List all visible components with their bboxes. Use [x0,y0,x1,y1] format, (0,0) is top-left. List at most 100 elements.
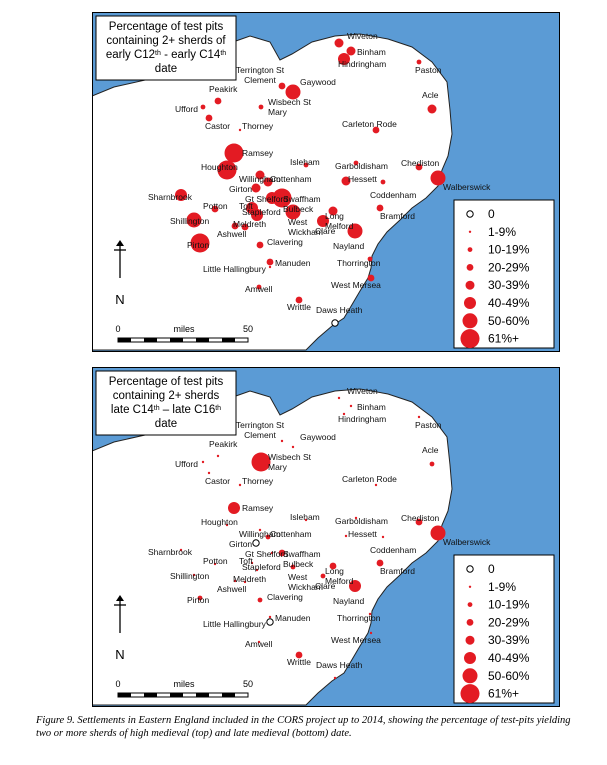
site-marker-toft [250,561,254,565]
legend-swatch [466,264,474,271]
site-label-binham: Binham [357,47,386,57]
site-label-west-wickham: West Wickham [288,572,323,592]
site-label-wisbech-st-mary: Wisbech St Mary [268,97,312,117]
site-label-garboldisham: Garboldisham [335,161,388,171]
site-label-clavering: Clavering [267,592,303,602]
site-label-thorrington: Thorrington [337,613,381,623]
site-label-thorney: Thorney [242,121,274,131]
site-label-carleton-rode: Carleton Rode [342,474,397,484]
site-label-chediston: Chediston [401,158,440,168]
site-marker-shillington [192,573,196,577]
site-marker-long-melford [328,206,338,216]
legend-swatch [467,602,473,607]
site-label-amwell: Amwell [245,284,273,294]
site-marker-wiveton [337,396,341,400]
site-label-cottenham: Cottenham [270,174,312,184]
site-label-sharnbrook: Sharnbrook [148,547,193,557]
site-marker-chediston [415,163,423,171]
site-markers [175,38,446,327]
map-panel-bottom: Percentage of test pits containing 2+ she… [92,367,560,707]
site-label-clare: Clare [315,581,336,591]
site-label-toft: Toft [239,556,253,566]
legend-swatch [464,652,476,664]
site-label-long-melford: Long Melford [325,211,354,231]
site-labels: Wiveton Binham Hindringham Paston Terrington… [148,386,491,670]
site-marker-gt-shelford [270,551,274,555]
legend-label: 61%+ [488,687,519,701]
site-label-little-hallingbury: Little Hallingbury [203,619,267,629]
site-label-nayland: Nayland [333,596,364,606]
site-marker-potton [213,562,217,566]
figure-caption: Figure 9. Settlements in Eastern England… [36,715,571,739]
legend-label: 0 [488,562,495,576]
site-label-west-mersea: West Mersea [331,280,381,290]
site-label-terrington-st-clement: Terrington St Clement [236,420,285,440]
site-label-potton: Potton [203,201,228,211]
site-label-wiveton: Wiveton [347,31,378,41]
map-title-line: early C12th - early C14th [106,49,226,61]
site-marker-castor [205,114,213,122]
site-label-wiveton: Wiveton [347,386,378,396]
site-marker-binham [349,404,353,408]
site-marker-coddenham [380,179,386,185]
site-marker-garboldisham [354,516,358,520]
legend: 0 1-9% 10-19% 20-29% 30-39% 40-49% 50-60% 61%+ [453,554,555,704]
site-marker-pirton [190,233,210,253]
site-marker-meldreth [241,223,249,231]
site-label-paston: Paston [415,65,442,75]
legend-swatch [467,247,473,253]
site-label-meldreth: Meldreth [233,219,266,229]
site-marker-stapleford [251,209,263,221]
site-marker-clare [320,573,326,579]
site-marker-ufford [200,104,206,110]
site-label-west-mersea: West Mersea [331,635,381,645]
site-label-pirton: Pirton [187,595,209,605]
site-marker-little-hallingbury [268,265,272,269]
legend-label: 40-49% [488,651,530,665]
site-label-ufford: Ufford [175,104,198,114]
site-marker-west-mersea [369,631,373,635]
site-label-coddenham: Coddenham [370,545,416,555]
site-label-nayland: Nayland [333,241,364,251]
scale-bar: 0 miles 50 [115,679,253,698]
site-label-hindringham: Hindringham [338,59,386,69]
site-marker-carleton-rode [374,483,378,487]
site-label-thorrington: Thorrington [337,258,381,268]
site-marker-peakirk [214,97,222,105]
map-title-line: Percentage of test pits [109,376,224,388]
site-label-ramsey: Ramsey [242,503,274,513]
legend-label: 50-60% [488,669,530,683]
site-marker-gt-shelford [266,192,278,204]
site-label-willingham: Willingham [239,174,281,184]
site-label-hessett: Hessett [348,529,377,539]
site-label-carleton-rode: Carleton Rode [342,119,397,129]
site-marker-girton [252,539,260,547]
site-marker-hessett [341,176,351,186]
site-marker-isleham [304,518,308,522]
site-marker-wisbech-st-mary [251,452,271,472]
site-marker-cottenham [265,534,271,540]
site-marker-houghton [225,523,229,527]
site-label-gt-shelford: Gt Shelford [245,194,288,204]
site-marker-little-hallingbury [266,618,274,626]
site-label-acle: Acle [422,90,439,100]
site-label-ramsey: Ramsey [242,148,274,158]
map-title-line: containing 2+ sherds [113,390,220,402]
site-marker-west-mersea [367,274,375,282]
legend-swatch [464,297,476,309]
site-marker-ramsey [224,143,244,163]
site-marker-clavering [257,597,263,603]
east-england-land [92,388,453,706]
site-marker-hindringham [338,53,350,65]
site-marker-manuden [268,615,272,619]
scale-unit: miles [173,679,195,689]
site-label-ufford: Ufford [175,459,198,469]
site-label-daws-heath: Daws Heath [316,305,363,315]
site-label-pirton: Pirton [187,240,209,250]
map-title-line: late C14th – late C16th [111,404,221,416]
site-label-stapleford: Stapleford [242,207,281,217]
map-bottom-svg: Percentage of test pits containing 2+ she… [92,367,560,707]
map-frame [92,12,560,352]
legend-label: 10-19% [488,598,530,612]
site-label-hessett: Hessett [348,174,377,184]
